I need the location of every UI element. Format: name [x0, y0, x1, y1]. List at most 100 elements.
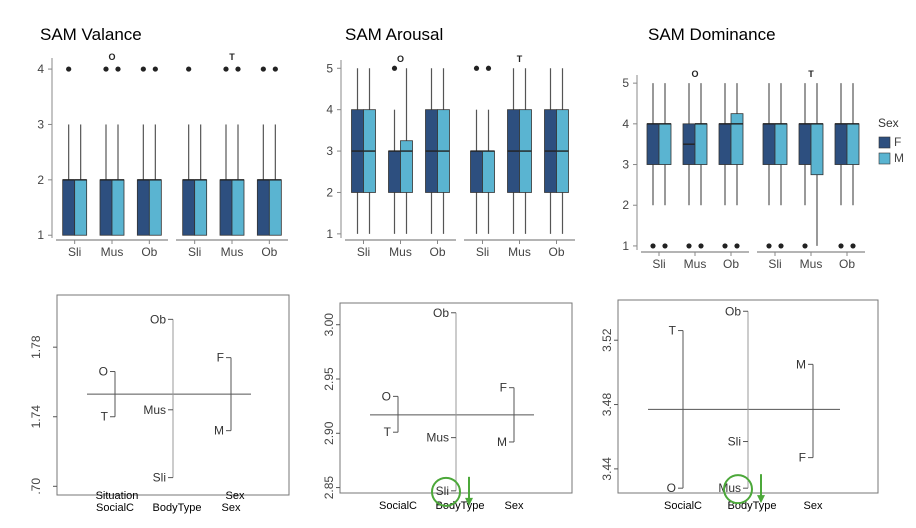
level-label-Sli: Sli — [728, 435, 741, 449]
x-tick-label: Mus — [389, 245, 412, 259]
box-M — [810, 123, 824, 176]
y-tick-label: 3 — [37, 117, 44, 131]
outlier-point — [778, 243, 784, 249]
y-tick-label: 4 — [326, 103, 333, 117]
box-F — [718, 123, 732, 165]
clipped-factor-label: Situation — [96, 490, 139, 502]
outlier-point — [722, 243, 728, 249]
outlier-point — [650, 243, 656, 249]
highlight-circle — [431, 476, 461, 507]
box-M — [194, 179, 208, 236]
means-dominance: 3.443.483.52SocialCTOBodyTypeObSliMusSex… — [600, 299, 879, 512]
y-tick-label: 2 — [326, 185, 333, 199]
level-label-Ob: Ob — [725, 304, 741, 318]
factor-label: SocialC — [664, 500, 702, 512]
box-F — [470, 150, 483, 193]
level-label-Mus: Mus — [718, 481, 741, 495]
means-arousal: 2.85 2.90 2.95 3.00 SocialC O T BodyType Ob Mus Sl… — [322, 302, 573, 512]
box-M — [774, 123, 788, 165]
y-tick-label: 1 — [37, 228, 44, 242]
facet-label: O — [691, 69, 698, 79]
box-M — [482, 150, 495, 193]
box-arousal: SAM Arousal 1 2 3 4 5 O Sli Mus Ob T Sli Mus Ob — [326, 25, 575, 259]
y-tick-label: 4 — [37, 62, 44, 76]
outlier-point — [186, 66, 192, 72]
plot-frame — [617, 299, 879, 494]
box-F — [834, 123, 848, 165]
y-tick-label: 3 — [326, 144, 333, 158]
box-F — [256, 179, 270, 236]
x-tick-label: Mus — [800, 257, 823, 271]
outlier-point — [485, 65, 492, 71]
level-label-O: O — [667, 481, 676, 495]
y-tick-label: 5 — [622, 76, 629, 90]
level-label-F: F — [799, 451, 806, 465]
y-tick-label: 3.48 — [600, 393, 614, 417]
x-tick-label: Ob — [723, 257, 739, 271]
box-F — [798, 123, 812, 165]
outlier-point — [223, 66, 229, 72]
box-F — [182, 179, 196, 236]
outlier-point — [838, 243, 844, 249]
highlight-arrow-head — [465, 497, 473, 506]
x-tick-label: Sli — [768, 257, 781, 271]
chart-title: SAM Arousal — [345, 25, 443, 44]
x-tick-label: Sli — [68, 245, 81, 259]
box-M — [74, 179, 88, 236]
level-label-T: T — [101, 410, 109, 424]
facet-label: O — [397, 54, 404, 64]
box-M — [658, 123, 672, 165]
legend-label-F: F — [894, 135, 901, 149]
x-tick-label: Mus — [101, 245, 124, 259]
level-label-M: M — [796, 357, 806, 371]
y-tick-label: 1 — [622, 239, 629, 253]
legend-swatch-F — [878, 136, 891, 149]
box-M — [148, 179, 162, 236]
outlier-point — [235, 66, 241, 72]
x-tick-label: Ob — [839, 257, 855, 271]
level-label-T: T — [384, 425, 392, 439]
y-tick-label: 2.95 — [322, 367, 336, 391]
chart-title: SAM Valance — [40, 25, 142, 44]
level-label-Mus: Mus — [143, 403, 166, 417]
x-tick-label: Mus — [684, 257, 707, 271]
box-dominance: SAM Dominance 1 2 3 4 5 O Sli Mus Ob T Sli Mus Ob — [622, 25, 865, 271]
box-M — [694, 123, 708, 165]
level-label-M: M — [214, 424, 224, 438]
level-label-M: M — [497, 435, 507, 449]
y-tick-label: 4 — [622, 117, 629, 131]
chart-title: SAM Dominance — [648, 25, 776, 44]
facet-label: T — [808, 69, 814, 79]
factor-label: SocialC — [379, 500, 417, 512]
factor-label: BodyType — [153, 502, 202, 514]
outlier-point — [66, 66, 72, 72]
outlier-point — [802, 243, 808, 249]
highlight-circle — [723, 474, 753, 505]
level-label-O: O — [99, 365, 108, 379]
factor-label: Sex — [222, 502, 241, 514]
outlier-point — [391, 65, 398, 71]
level-label-F: F — [500, 381, 507, 395]
y-tick-label: 2 — [37, 173, 44, 187]
y-tick-label: 2.90 — [322, 421, 336, 445]
level-label-Sli: Sli — [153, 471, 166, 485]
level-label-Ob: Ob — [150, 312, 166, 326]
plot-frame — [339, 302, 573, 494]
outlier-point — [662, 243, 668, 249]
box-F — [762, 123, 776, 165]
outlier-point — [272, 66, 278, 72]
outlier-point — [698, 243, 704, 249]
highlight-arrow-head — [757, 495, 765, 504]
means-valance: .70 1.74 1.78 SocialC O T BodyType Ob Mus Sli Sex F… — [29, 294, 290, 514]
legend: Sex FM — [878, 116, 904, 165]
box-M — [400, 140, 413, 193]
outlier-point — [766, 243, 772, 249]
y-tick-label: 1.78 — [29, 335, 43, 359]
x-tick-label: Ob — [548, 245, 564, 259]
x-tick-label: Ob — [261, 245, 277, 259]
x-tick-label: Sli — [188, 245, 201, 259]
outlier-point — [140, 66, 146, 72]
box-M — [268, 179, 282, 236]
y-tick-label: 3.44 — [600, 457, 614, 481]
